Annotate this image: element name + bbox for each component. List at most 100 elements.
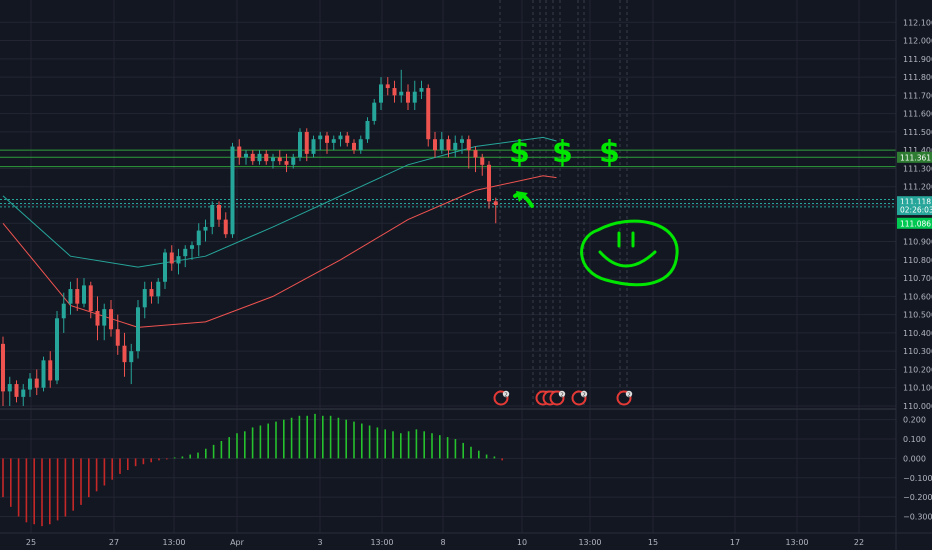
price-label: 111.086 <box>897 217 932 229</box>
event-marker[interactable]: 2 <box>549 390 566 406</box>
candle-body <box>358 139 363 151</box>
price-axis-label: 111.200 <box>903 183 932 192</box>
candle-body <box>230 146 235 235</box>
candle-body <box>399 91 404 96</box>
candle <box>264 150 269 165</box>
candle <box>345 131 350 147</box>
oscillator-axis[interactable]: 0.200 0.100 0.000 −0.100 −0.200 −0.300 <box>903 416 932 522</box>
candle <box>244 150 248 165</box>
candle-body <box>21 389 26 397</box>
time-axis-label: 8 <box>440 538 445 547</box>
price-label-text: 02:26:03 <box>900 206 932 215</box>
candle-body <box>75 289 80 304</box>
candle-body <box>385 84 390 89</box>
candle <box>163 248 167 290</box>
time-axis-label: 13:00 <box>370 538 393 547</box>
candle-body <box>142 289 147 308</box>
candle-body <box>446 139 451 151</box>
event-marker-badge <box>502 390 510 398</box>
event-markers[interactable]: 222222 <box>493 390 633 406</box>
price-axis[interactable]: 112.100 112.000 111.900 111.800 111.700 111.6… <box>903 18 932 411</box>
price-label: 111.361 <box>897 151 932 163</box>
candle <box>352 139 356 154</box>
time-axis[interactable]: 25 27 13:00 Apr 3 13:00 8 10 13:00 15 17 13:00 22 <box>26 538 864 547</box>
candle <box>68 281 73 315</box>
candle <box>169 245 174 271</box>
candle <box>156 278 161 304</box>
candle-body <box>480 157 485 165</box>
candle-body <box>298 131 302 158</box>
price-label-box <box>897 151 932 163</box>
candle-body <box>352 142 356 151</box>
candle <box>82 278 86 308</box>
candle <box>480 153 485 176</box>
oscillator-axis-label: 0.200 <box>903 416 926 425</box>
moving-average-line <box>2 136 557 268</box>
candle-body <box>264 153 269 162</box>
candle <box>487 161 491 209</box>
price-axis-label: 111.800 <box>903 73 932 82</box>
candle <box>412 80 417 110</box>
candle <box>14 380 19 403</box>
candle-body <box>136 307 140 352</box>
candle-body <box>14 384 19 397</box>
price-axis-label: 110.800 <box>903 256 932 265</box>
oscillator-axis-label: 0.100 <box>903 435 926 444</box>
candle-body <box>331 139 336 143</box>
candle <box>466 135 471 169</box>
candle-body <box>433 139 437 151</box>
time-axis-label: 13:00 <box>578 538 601 547</box>
candle-body <box>34 378 39 388</box>
candle-body <box>129 351 134 363</box>
event-marker-count: 2 <box>504 393 508 399</box>
candle <box>331 135 336 151</box>
candle-body <box>68 289 73 304</box>
candle-body <box>304 131 309 154</box>
candle-body <box>237 146 242 158</box>
price-axis-label: 111.900 <box>903 55 932 64</box>
dollar-sign-0: $ <box>509 135 530 170</box>
candle-body <box>257 153 262 162</box>
candle-body <box>217 205 221 220</box>
event-marker-count: 2 <box>560 393 564 399</box>
event-marker[interactable]: 2 <box>493 390 510 406</box>
candle <box>34 369 39 396</box>
candle <box>102 303 107 341</box>
candle <box>453 135 458 158</box>
candle-body <box>453 142 458 151</box>
candle <box>55 310 59 385</box>
candle <box>223 212 228 238</box>
oscillator-axis-label: −0.200 <box>903 493 932 502</box>
time-axis-label: Apr <box>230 538 245 547</box>
event-marker[interactable]: 2 <box>616 390 633 406</box>
candle <box>439 131 444 154</box>
price-label-box <box>897 204 932 216</box>
candle <box>136 300 140 359</box>
candle <box>271 153 275 169</box>
candle <box>392 80 397 103</box>
candle <box>358 135 363 154</box>
oscillator-axis-label: 0.000 <box>903 454 926 463</box>
candle <box>433 131 437 158</box>
candle-body <box>379 84 383 103</box>
price-axis-label: 110.900 <box>903 238 932 247</box>
price-label: 111.118 <box>897 196 932 208</box>
candle <box>75 278 80 311</box>
candle-body <box>466 139 471 151</box>
candle <box>21 384 26 406</box>
candle-body <box>28 378 32 390</box>
smiley-face-icon <box>580 219 679 287</box>
candle-body <box>163 252 167 282</box>
price-axis-label: 112.000 <box>903 37 932 46</box>
candle <box>149 281 154 304</box>
candle-body <box>1 343 5 392</box>
candle <box>338 131 343 147</box>
candlesticks <box>1 69 498 406</box>
candle-body <box>88 285 93 311</box>
event-marker[interactable]: 2 <box>571 390 588 406</box>
candle-body <box>426 88 431 140</box>
price-label-text: 111.118 <box>900 198 931 207</box>
candle <box>385 77 390 96</box>
